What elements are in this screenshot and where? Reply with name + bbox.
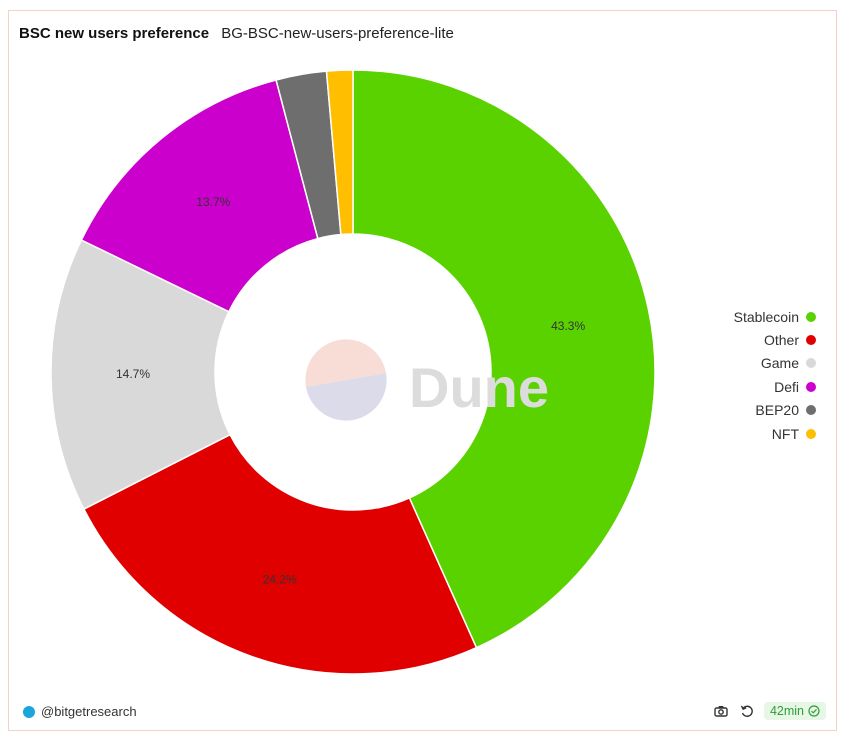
slice-game[interactable] xyxy=(50,238,232,511)
chart-header: BSC new users preference BG-BSC-new-user… xyxy=(19,25,454,42)
chart-legend: Stablecoin Other Game Defi BEP20 NFT xyxy=(734,305,816,445)
legend-dot xyxy=(806,311,816,322)
slice-stablecoin[interactable] xyxy=(352,69,656,649)
legend-item-defi[interactable]: Defi xyxy=(734,375,816,398)
freshness-badge[interactable]: 42min xyxy=(763,702,826,720)
freshness-label: 42min xyxy=(769,704,804,718)
camera-icon[interactable] xyxy=(712,702,730,720)
author-name: @bitgetresearch xyxy=(41,704,137,719)
legend-item-other[interactable]: Other xyxy=(734,328,816,351)
dune-watermark: Dune xyxy=(305,339,549,421)
donut-chart: 43.3% 24.2% 14.7% 13.7% Dune xyxy=(50,69,656,675)
check-circle-icon xyxy=(808,705,820,717)
legend-label: Defi xyxy=(774,378,799,395)
chart-tools: 42min xyxy=(712,702,826,720)
legend-dot xyxy=(806,335,816,346)
legend-dot xyxy=(806,428,816,439)
legend-label: NFT xyxy=(771,425,799,442)
legend-label: Game xyxy=(760,355,799,372)
legend-dot xyxy=(806,405,816,416)
slice-defi[interactable] xyxy=(80,79,319,313)
legend-label: Other xyxy=(763,332,799,349)
legend-dot xyxy=(806,358,816,369)
slice-label-stablecoin: 43.3% xyxy=(551,319,585,333)
legend-label: BEP20 xyxy=(755,402,799,419)
legend-label: Stablecoin xyxy=(733,308,799,325)
legend-item-bep20[interactable]: BEP20 xyxy=(734,399,816,422)
slice-other[interactable] xyxy=(82,433,478,675)
author-avatar xyxy=(23,705,35,718)
chart-subtitle: BG-BSC-new-users-preference-lite xyxy=(221,25,454,42)
watermark-text: Dune xyxy=(409,356,549,419)
chart-card: BSC new users preference BG-BSC-new-user… xyxy=(8,10,837,731)
legend-item-nft[interactable]: NFT xyxy=(734,422,816,445)
legend-item-game[interactable]: Game xyxy=(734,352,816,375)
chart-title: BSC new users preference xyxy=(19,25,210,42)
chart-footer: @bitgetresearch 42min xyxy=(23,702,826,724)
refresh-icon[interactable] xyxy=(738,702,756,720)
legend-dot xyxy=(806,381,816,392)
slice-label-other: 24.2% xyxy=(263,572,297,586)
author-info[interactable]: @bitgetresearch xyxy=(23,704,137,719)
legend-item-stablecoin[interactable]: Stablecoin xyxy=(734,305,816,328)
slice-label-game: 14.7% xyxy=(116,367,150,381)
slice-label-defi: 13.7% xyxy=(196,195,230,209)
slice-nft[interactable] xyxy=(325,69,354,236)
